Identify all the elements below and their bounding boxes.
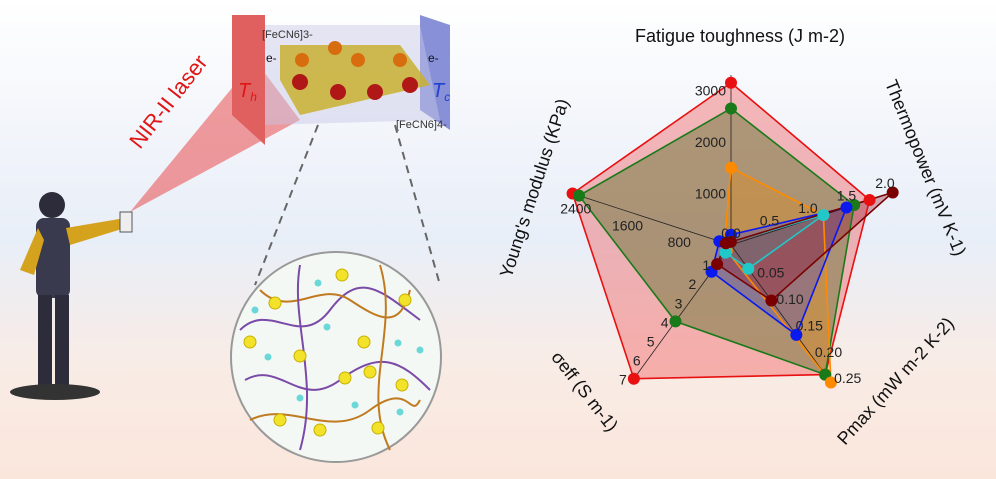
data-point	[719, 246, 732, 259]
tick-label: 0.0	[721, 225, 741, 241]
series-area	[711, 207, 847, 335]
tick-label: 4	[661, 314, 669, 330]
series-area	[725, 214, 824, 269]
tick-label: 1.5	[837, 187, 857, 203]
data-point	[725, 76, 737, 89]
tick-label: 1600	[612, 217, 643, 233]
tick-label: 7	[619, 372, 627, 388]
data-point	[742, 262, 755, 275]
data-point	[886, 186, 899, 199]
axis-title: Thermopower (mV K-1)	[881, 77, 970, 259]
data-point	[840, 201, 853, 214]
data-point	[627, 372, 640, 385]
charge-icons	[292, 41, 418, 100]
hydrogel-network-zoom	[230, 251, 442, 463]
series-line	[723, 166, 832, 385]
data-point	[719, 237, 732, 250]
axis-title: Fatigue toughness (J m-2)	[635, 26, 845, 46]
tick-label: 2000	[695, 134, 726, 150]
tick-label: 0.05	[757, 264, 784, 280]
data-point	[725, 161, 737, 174]
electron-label-2: e-	[428, 51, 439, 65]
data-point	[725, 102, 737, 115]
series-area	[717, 192, 893, 301]
data-point	[573, 189, 586, 202]
device	[232, 15, 450, 145]
data-point	[863, 193, 876, 206]
tick-label: 0.5	[760, 212, 780, 228]
data-point	[824, 376, 837, 389]
tick-label: 1	[702, 257, 710, 273]
tick-label: 2400	[560, 201, 591, 217]
tick-label: 2.0	[875, 175, 895, 191]
tick-label: 3	[675, 295, 683, 311]
data-point	[790, 328, 803, 341]
tick-label: 0.15	[796, 317, 823, 333]
axis-title: σeff (S m-1)	[547, 347, 622, 435]
radar-axis-line	[569, 192, 732, 246]
tick-label: 1000	[695, 185, 726, 201]
tick-label: 3000	[695, 82, 726, 98]
series-line	[571, 81, 871, 380]
zoom-guide-line	[254, 124, 319, 286]
cold-label: Tc	[432, 80, 450, 104]
tick-label: 0.10	[776, 291, 803, 307]
ion-red-label: [FeCN6]4-	[396, 119, 447, 131]
ion-ox-label: [FeCN6]3-	[262, 29, 313, 41]
data-point	[817, 208, 830, 221]
tick-label: 800	[668, 234, 692, 250]
data-point	[711, 258, 724, 271]
tick-label: 1.0	[798, 200, 818, 216]
hot-label: Th	[238, 80, 257, 104]
data-point	[765, 294, 778, 307]
tick-label: 5	[647, 334, 655, 350]
tick-label: 0.25	[834, 370, 861, 386]
electron-label: e-	[266, 51, 277, 65]
tick-label: 0.20	[815, 344, 842, 360]
tick-label: 2	[688, 276, 696, 292]
data-point	[669, 315, 682, 328]
tick-label: 6	[633, 353, 641, 369]
axis-title: Young's modulus (KPa)	[496, 96, 573, 280]
series-line	[577, 107, 856, 376]
person-figure	[10, 192, 133, 400]
